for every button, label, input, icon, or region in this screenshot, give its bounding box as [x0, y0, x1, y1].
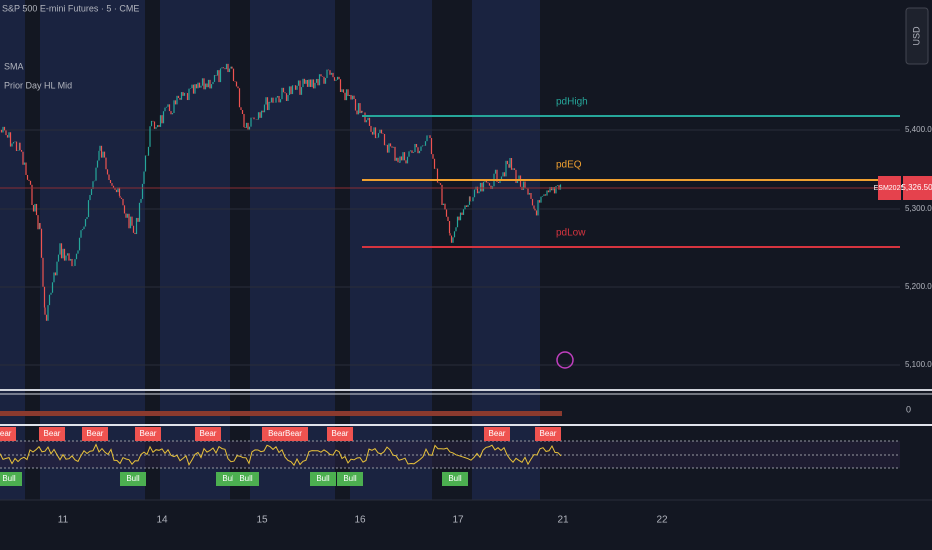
session-band — [350, 0, 432, 500]
bull-badge — [337, 472, 363, 486]
bear-badge — [135, 427, 161, 441]
bull-badge — [310, 472, 336, 486]
bear-label: Bear — [140, 429, 157, 438]
event-icon[interactable] — [556, 351, 574, 369]
price-tick-label: 5,200.00 — [905, 282, 932, 291]
bear-badge — [39, 427, 65, 441]
bull-label: Bull — [2, 474, 16, 483]
pdeq-label: pdEQ — [556, 160, 582, 171]
price-series — [0, 63, 562, 321]
bear-badge — [327, 427, 353, 441]
price-tick-label: 5,100.00 — [905, 360, 932, 369]
time-tick-label: 14 — [156, 515, 168, 526]
currency-label: USD — [911, 26, 921, 46]
symbol-title: S&P 500 E-mini Futures · 5 · CME — [2, 3, 139, 13]
session-band — [0, 0, 25, 500]
time-axis: 11 14 15 16 17 21 22 — [58, 515, 668, 526]
bear-label: Bear — [332, 429, 349, 438]
bear-label: Bear — [200, 429, 217, 438]
bull-badge — [442, 472, 468, 486]
time-tick-label: 17 — [452, 515, 464, 526]
osc-axis-label: 0 — [906, 404, 911, 414]
bear-badge — [82, 427, 108, 441]
ticker-badge — [878, 176, 901, 200]
bear-label: Bear — [44, 429, 61, 438]
time-tick-label: 21 — [557, 515, 569, 526]
volume-band — [0, 411, 562, 416]
indicator-legend[interactable]: Prior Day HL Mid — [4, 80, 72, 90]
session-band — [160, 0, 230, 500]
bull-label: Bull — [126, 474, 140, 483]
osc-line — [0, 443, 562, 467]
bear-badge — [535, 427, 561, 441]
price-label: 5,326.50 — [901, 183, 932, 192]
bear-badge — [262, 427, 308, 441]
bull-label: Bull — [222, 474, 236, 483]
price-badge — [903, 176, 932, 200]
indicator-legend[interactable]: SMA — [4, 61, 24, 71]
bull-badge — [120, 472, 146, 486]
bear-badge — [195, 427, 221, 441]
time-tick-label: 11 — [58, 515, 69, 526]
time-tick-label: 15 — [256, 515, 268, 526]
bull-label: Bull — [448, 474, 462, 483]
bear-label: Bear — [489, 429, 506, 438]
currency-button[interactable] — [905, 7, 929, 65]
oscillator: BearBearBearBearBearBearBearBearBearBear… — [0, 427, 562, 486]
time-tick-label: 16 — [354, 515, 366, 526]
bear-label: Bear — [540, 429, 557, 438]
pdhigh-label: pdHigh — [556, 97, 588, 108]
bull-label: Bull — [316, 474, 330, 483]
session-band — [472, 0, 540, 500]
time-tick-label: 22 — [656, 515, 668, 526]
ticker-label: ESM2025 — [874, 185, 905, 192]
bear-badge — [0, 427, 16, 441]
bear-label: Bear — [87, 429, 104, 438]
session-shading — [0, 0, 540, 500]
bear-badge — [484, 427, 510, 441]
bear-label: BearBear — [268, 429, 302, 438]
bull-badge — [233, 472, 259, 486]
bull-label: Bull — [343, 474, 357, 483]
price-tick-label: 5,300.00 — [905, 204, 932, 213]
bull-badge — [0, 472, 22, 486]
pdlow-label: pdLow — [556, 228, 586, 239]
session-band — [250, 0, 335, 500]
price-tick-label: 5,400.00 — [905, 125, 932, 134]
session-band — [40, 0, 145, 500]
bear-label: Bear — [0, 429, 12, 438]
bull-label: Bull — [239, 474, 253, 483]
